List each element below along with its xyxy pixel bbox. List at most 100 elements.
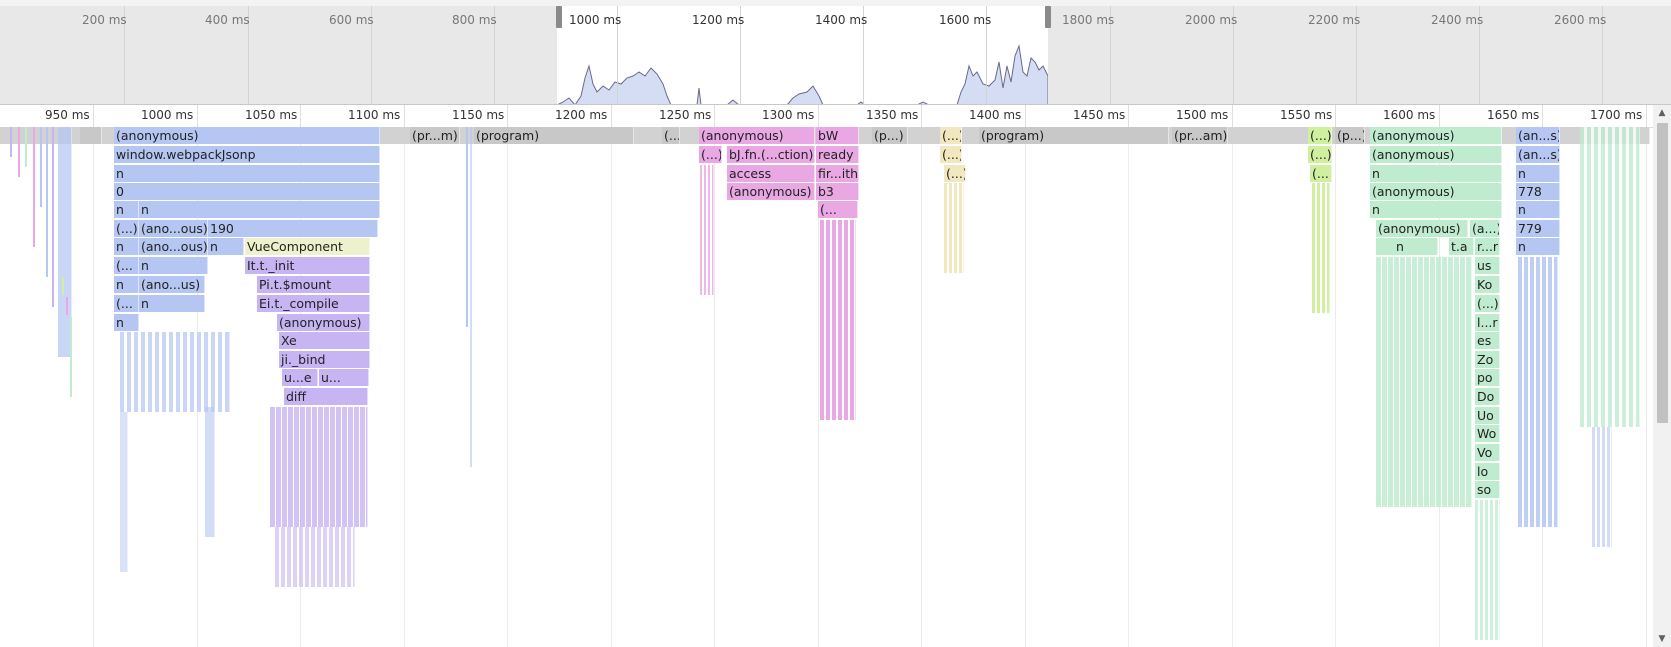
- small-call-sliver[interactable]: [62, 277, 64, 295]
- call-ellipsis[interactable]: (...: [1310, 165, 1332, 182]
- small-call-sliver[interactable]: [470, 127, 472, 467]
- call-stack-deep[interactable]: [205, 407, 215, 537]
- call-so[interactable]: so: [1475, 481, 1500, 498]
- call-n[interactable]: n: [1516, 238, 1560, 255]
- call-stack-deep[interactable]: [120, 332, 230, 412]
- call-stack-deep[interactable]: [1580, 127, 1640, 427]
- call-b3[interactable]: b3: [816, 183, 859, 200]
- call-ue[interactable]: u...e: [282, 369, 318, 386]
- scroll-up-icon[interactable]: ▲: [1658, 108, 1666, 118]
- call-ellipsis[interactable]: (...: [818, 201, 858, 218]
- call-n[interactable]: n: [1376, 238, 1438, 255]
- call-do[interactable]: Do: [1475, 388, 1500, 405]
- call-l-r[interactable]: l...r: [1475, 314, 1500, 331]
- program-bar[interactable]: (p...): [872, 127, 908, 144]
- call-compile[interactable]: Ei.t._compile: [257, 295, 370, 312]
- call-stack-deep[interactable]: [700, 165, 714, 295]
- small-call-sliver[interactable]: [18, 127, 20, 177]
- call-anonymous[interactable]: (anonymous): [1370, 183, 1502, 200]
- program-bar[interactable]: (program): [979, 127, 1169, 144]
- call-n[interactable]: n: [139, 201, 380, 218]
- call-stack-deep[interactable]: [1518, 257, 1558, 527]
- call-n[interactable]: n: [114, 314, 139, 331]
- call-ellipsis[interactable]: (...): [699, 146, 722, 163]
- call-vo[interactable]: Vo: [1475, 444, 1500, 461]
- call-n[interactable]: n: [114, 276, 139, 293]
- call-diff[interactable]: diff: [284, 388, 368, 405]
- call-n[interactable]: n: [208, 238, 244, 255]
- program-bar[interactable]: (pr...am): [1172, 127, 1228, 144]
- call-anonymous[interactable]: (anonymous): [1376, 220, 1468, 237]
- call-ko[interactable]: Ko: [1475, 276, 1500, 293]
- call-190[interactable]: 190: [208, 220, 378, 237]
- call-es[interactable]: es: [1475, 332, 1500, 349]
- call-ellipsis[interactable]: (...): [1308, 127, 1332, 144]
- call-ellipsis[interactable]: (...: [114, 295, 139, 312]
- call-n[interactable]: n: [114, 238, 139, 255]
- small-call-sliver[interactable]: [52, 127, 54, 307]
- call-stack-deep[interactable]: [1376, 257, 1472, 507]
- call-u[interactable]: u...: [319, 369, 369, 386]
- flame-chart[interactable]: (anonymous) window.webpackJsonp n 0 n n …: [0, 127, 1653, 647]
- small-call-sliver[interactable]: [70, 317, 72, 397]
- call-po[interactable]: po: [1475, 369, 1500, 386]
- call-uo[interactable]: Uo: [1475, 407, 1500, 424]
- program-bar[interactable]: (p...): [1335, 127, 1365, 144]
- call-n[interactable]: n: [114, 201, 139, 218]
- call-anonymous[interactable]: (anonymous): [727, 183, 815, 200]
- program-bar[interactable]: (...: [662, 127, 680, 144]
- call-stack-deep[interactable]: [1592, 427, 1612, 547]
- call-anonymous[interactable]: (anonymous): [1370, 127, 1502, 144]
- call-stack-deep[interactable]: [270, 407, 368, 527]
- call-anonymous-short[interactable]: (a...): [1470, 220, 1500, 237]
- call-anonymous[interactable]: (ano...ous): [139, 220, 208, 237]
- call-wo[interactable]: Wo: [1475, 425, 1500, 442]
- call-anonymous[interactable]: (an...s): [1516, 127, 1560, 144]
- small-call-sliver[interactable]: [466, 127, 468, 327]
- call-ellipsis[interactable]: (...): [114, 220, 139, 237]
- call-anonymous-root[interactable]: (anonymous): [114, 127, 380, 144]
- scrollbar-thumb[interactable]: [1657, 123, 1668, 423]
- call-xe[interactable]: Xe: [279, 332, 370, 349]
- call-ellipsis[interactable]: (...): [944, 165, 966, 182]
- small-call-sliver[interactable]: [46, 127, 48, 277]
- call-webpackjsonp[interactable]: window.webpackJsonp: [114, 146, 380, 163]
- call-vuecomponent[interactable]: VueComponent: [245, 238, 370, 255]
- program-bar[interactable]: (pr...m): [410, 127, 460, 144]
- overview-left-handle[interactable]: [556, 6, 562, 28]
- call-ellipsis[interactable]: (...): [1308, 146, 1332, 163]
- call-firewith[interactable]: fir...ith: [816, 165, 859, 182]
- call-stack-deep[interactable]: [1475, 500, 1500, 640]
- program-bar[interactable]: (program): [474, 127, 634, 144]
- call-n[interactable]: n: [139, 295, 205, 312]
- call-anonymous[interactable]: (ano...us): [139, 276, 205, 293]
- timeline-overview[interactable]: 200 ms 400 ms 600 ms 800 ms 1000 ms 1200…: [0, 0, 1671, 105]
- call-n[interactable]: n: [114, 165, 380, 182]
- call-n[interactable]: n: [1516, 165, 1560, 182]
- call-stack-deep[interactable]: [120, 412, 128, 572]
- call-anonymous[interactable]: (anonymous): [1370, 146, 1502, 163]
- call-zo[interactable]: Zo: [1475, 351, 1500, 368]
- call-778[interactable]: 778: [1516, 183, 1560, 200]
- call-ta[interactable]: t.a: [1449, 238, 1474, 255]
- call-n[interactable]: n: [1370, 165, 1502, 182]
- call-anonymous[interactable]: (anonymous): [699, 127, 815, 144]
- call-ellipsis[interactable]: (...): [1475, 295, 1500, 312]
- small-call-sliver[interactable]: [25, 127, 27, 167]
- call-access[interactable]: access: [727, 165, 815, 182]
- vertical-scrollbar[interactable]: ▲ ▼: [1653, 105, 1671, 647]
- call-ellipsis[interactable]: (...): [940, 146, 962, 163]
- call-stack-deep[interactable]: [944, 183, 964, 273]
- call-init[interactable]: It.t._init: [245, 257, 370, 274]
- call-stack-deep[interactable]: [820, 220, 856, 420]
- call-anonymous[interactable]: (ano...ous): [139, 238, 208, 255]
- scroll-down-icon[interactable]: ▼: [1658, 634, 1666, 644]
- call-lo[interactable]: lo: [1475, 463, 1500, 480]
- call-n[interactable]: n: [139, 257, 208, 274]
- call-ellipsis[interactable]: (...): [940, 127, 962, 144]
- call-779[interactable]: 779: [1516, 220, 1560, 237]
- small-call-sliver[interactable]: [10, 127, 12, 157]
- overview-right-handle[interactable]: [1045, 6, 1051, 28]
- small-call-sliver[interactable]: [33, 127, 35, 247]
- program-bar[interactable]: [80, 127, 102, 144]
